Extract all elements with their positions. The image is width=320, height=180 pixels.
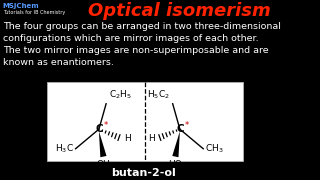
Text: $\mathregular{H_5C_2}$: $\mathregular{H_5C_2}$ [147, 88, 170, 101]
Text: The four groups can be arranged in two three-dimensional
configurations which ar: The four groups can be arranged in two t… [3, 22, 281, 67]
Polygon shape [172, 131, 180, 157]
Text: OH: OH [97, 159, 110, 168]
Text: mirror: mirror [132, 72, 158, 81]
Text: butan-2-ol: butan-2-ol [112, 168, 176, 178]
Text: Optical isomerism: Optical isomerism [89, 2, 271, 20]
Text: $\mathregular{C_2H_5}$: $\mathregular{C_2H_5}$ [109, 88, 132, 101]
Text: $\mathregular{H_3C}$: $\mathregular{H_3C}$ [55, 143, 74, 155]
FancyBboxPatch shape [47, 82, 243, 161]
Text: H: H [124, 134, 131, 143]
Text: *: * [103, 121, 108, 130]
Text: H: H [148, 134, 155, 143]
Text: Tutorials for IB Chemistry: Tutorials for IB Chemistry [3, 10, 65, 15]
Polygon shape [99, 131, 107, 157]
Text: MSJChem: MSJChem [3, 3, 39, 9]
Text: $\mathregular{CH_3}$: $\mathregular{CH_3}$ [205, 143, 224, 155]
Text: *: * [184, 121, 188, 130]
Text: C: C [176, 124, 184, 134]
Text: HO: HO [169, 159, 182, 168]
Text: C: C [95, 124, 103, 134]
